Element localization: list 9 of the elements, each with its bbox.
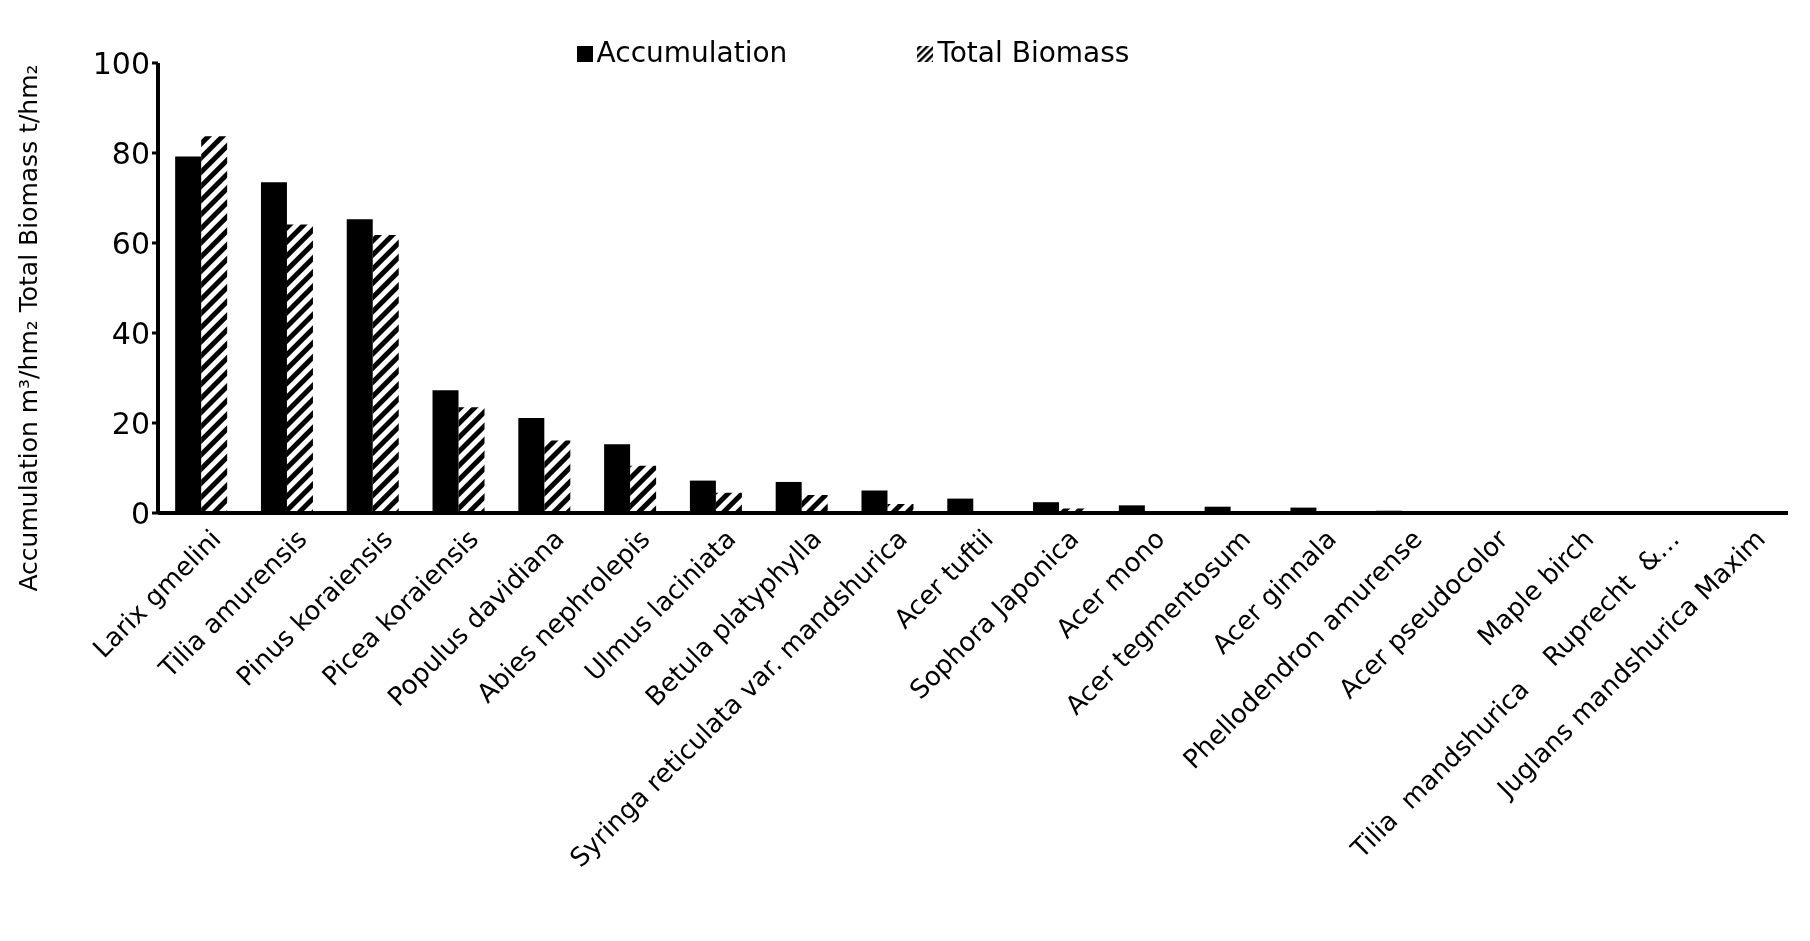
y-axis-title: Accumulation m³/hm₂ Total Biomass t/hm₂ (13, 64, 43, 592)
legend-label: Accumulation (596, 36, 788, 69)
legend-label: Total Biomass (937, 36, 1130, 69)
y-tick-label: 0 (130, 495, 150, 531)
y-tick-label: 80 (111, 135, 150, 171)
y-tick-label: 20 (111, 405, 150, 441)
y-tick-label: 40 (111, 315, 150, 351)
y-tick-label: 100 (92, 45, 150, 81)
y-tick-label: 60 (111, 225, 150, 261)
